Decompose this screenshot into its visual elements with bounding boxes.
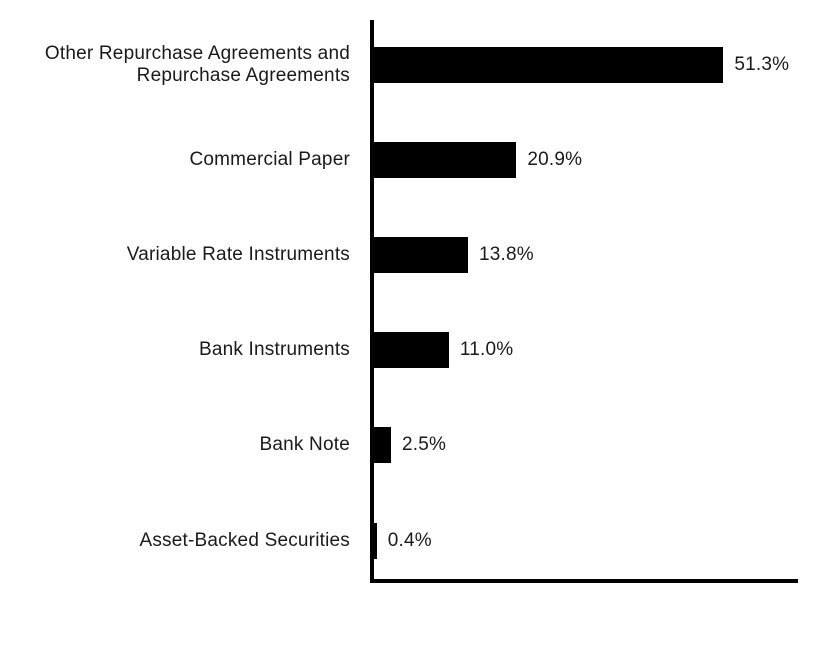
bar <box>374 427 392 464</box>
bar <box>374 332 449 369</box>
bar-value-label: 11.0% <box>459 339 514 361</box>
bar <box>374 236 468 273</box>
category-label: Variable Rate Instruments <box>126 243 350 265</box>
category-label: Bank Note <box>259 434 350 456</box>
category-label: Other Repurchase Agreements and Repurcha… <box>44 42 350 86</box>
bar <box>374 46 724 83</box>
bar-value-label: 13.8% <box>478 243 534 265</box>
category-label: Asset-Backed Securities <box>139 529 350 551</box>
y-axis-line <box>370 20 374 583</box>
bar-value-label: 0.4% <box>387 529 432 551</box>
x-axis-line <box>370 579 798 583</box>
category-label: Commercial Paper <box>189 148 350 170</box>
bar-value-label: 20.9% <box>527 148 583 170</box>
category-label: Bank Instruments <box>198 339 350 361</box>
bar-value-label: 51.3% <box>734 53 790 75</box>
bar-value-label: 2.5% <box>402 434 447 456</box>
bar <box>374 522 377 559</box>
bar <box>374 141 517 178</box>
